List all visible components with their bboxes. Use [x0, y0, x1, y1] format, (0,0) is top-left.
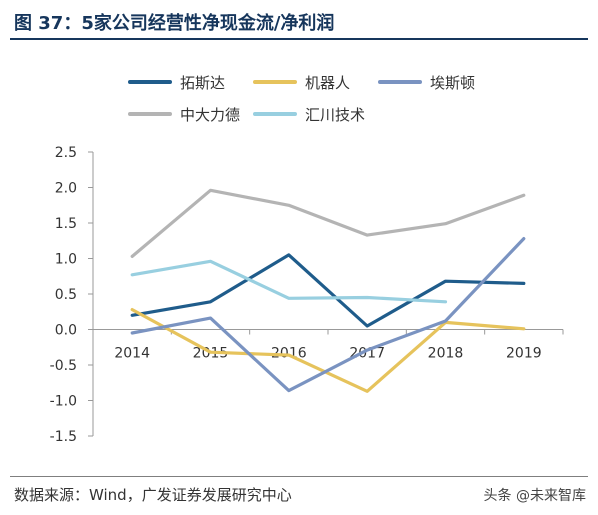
figure-title: 图 37：5家公司经营性净现金流/净利润 [14, 13, 335, 34]
y-tick-label: 2.5 [55, 145, 77, 161]
series-line-3 [130, 188, 526, 258]
legend-label-3: 中大力德 [180, 106, 240, 124]
series-line-1 [130, 308, 526, 393]
legend-label-4: 汇川技术 [305, 106, 365, 124]
source-note: 数据来源：Wind，广发证券发展研究中心 [14, 486, 292, 504]
title-divider [10, 38, 588, 40]
figure-header: 图 37：5家公司经营性净现金流/净利润 [10, 2, 588, 38]
x-tick-label: 2017 [349, 346, 385, 362]
x-axis: 2014 2015 2016 2017 2018 2019 [92, 329, 564, 362]
x-tick-label: 2014 [114, 346, 150, 362]
series-line-0 [130, 253, 526, 328]
y-tick-label: 0.5 [55, 287, 77, 303]
legend-label-0: 拓斯达 [180, 74, 225, 92]
y-tick-label: -1.0 [50, 394, 77, 410]
watermark-text: 头条 @未来智库 [483, 488, 586, 504]
y-tick-label: -1.5 [50, 429, 77, 445]
y-tick-label: 1.5 [55, 216, 77, 232]
legend-label-1: 机器人 [305, 74, 350, 92]
y-tick-label: 1.0 [55, 252, 77, 268]
x-tick-label: 2018 [428, 346, 464, 362]
y-tick-label: 0.0 [55, 323, 77, 339]
legend-label-2: 埃斯顿 [430, 74, 475, 92]
series-lines [130, 188, 526, 393]
x-tick-label: 2019 [506, 346, 542, 362]
source-divider [10, 476, 588, 477]
y-axis: 2.5 2.0 1.5 1.0 0.5 0.0 -0.5 -1.0 -1.5 [50, 145, 94, 445]
series-line-2 [130, 237, 526, 393]
y-tick-label: 2.0 [55, 181, 77, 197]
series-line-4 [130, 259, 448, 304]
y-tick-label: -0.5 [50, 358, 77, 374]
